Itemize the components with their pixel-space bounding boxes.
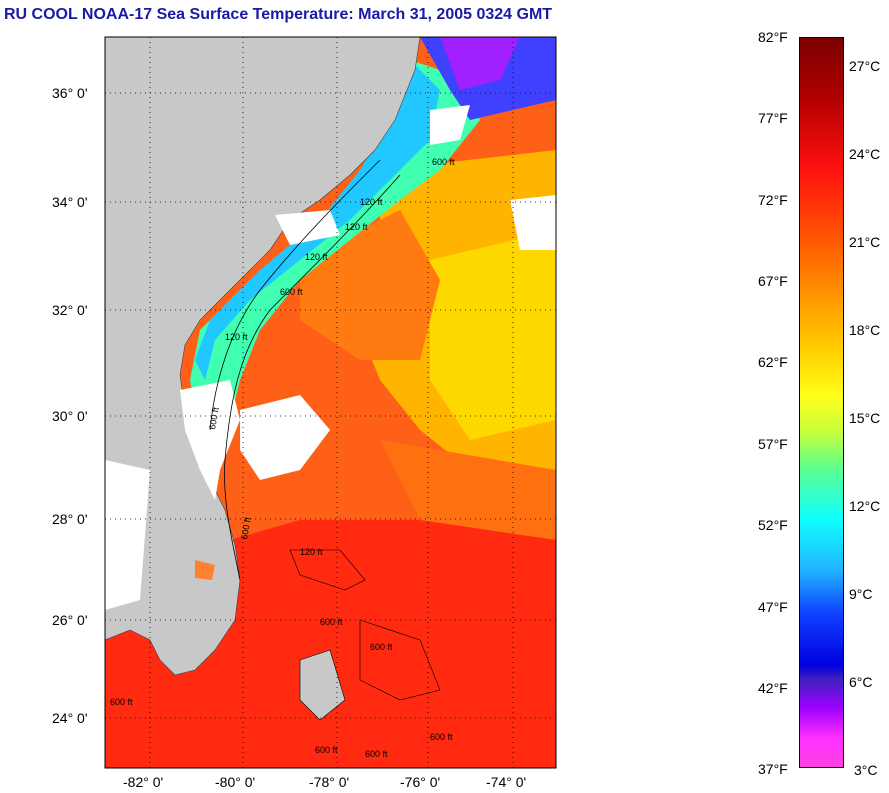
contour-label: 120 ft — [300, 547, 323, 557]
colorbar-f-label: 67°F — [758, 273, 788, 289]
lat-label: 30° 0' — [52, 408, 88, 424]
cloud-north-florida — [180, 380, 240, 500]
contour-label: 120 ft — [360, 197, 383, 207]
lon-label: -74° 0' — [486, 774, 527, 790]
contour-label: 600 ft — [207, 406, 221, 430]
contour-label: 600 ft — [430, 732, 453, 742]
contour-label: 600 ft — [370, 642, 393, 652]
contour-600ft — [224, 174, 401, 581]
cloud-central — [240, 395, 330, 480]
lat-label: 24° 0' — [52, 710, 88, 726]
colorbar-c-label: 12°C — [849, 498, 881, 514]
lon-label: -80° 0' — [215, 774, 256, 790]
graticule — [105, 37, 556, 768]
colorbar-f-label: 52°F — [758, 517, 788, 533]
colorbar-c-label: 24°C — [849, 146, 881, 162]
colorbar-c-label: 21°C — [849, 234, 881, 250]
contour-label: 600 ft — [280, 287, 303, 297]
map-frame — [104, 36, 557, 769]
colorbar-f-label: 77°F — [758, 110, 788, 126]
cloud-offshore — [510, 195, 556, 250]
little-bahama-bank — [289, 549, 366, 591]
colorbar-f-label: 37°F — [758, 761, 788, 777]
mid-orange-water — [380, 440, 556, 540]
colorbar-f-label: 62°F — [758, 354, 788, 370]
contour-label: 600 ft — [365, 749, 388, 759]
lat-label: 36° 0' — [52, 85, 88, 101]
colorbar-f-label: 57°F — [758, 436, 788, 452]
colorbar-f-label: 47°F — [758, 599, 788, 615]
colorbar-c-label: 27°C — [849, 58, 881, 74]
contour-120ft — [209, 159, 381, 431]
cloud-hatteras — [430, 105, 470, 145]
lat-label: 28° 0' — [52, 511, 88, 527]
colorbar-c-label: 9°C — [849, 586, 873, 602]
lon-label: -76° 0' — [400, 774, 441, 790]
lake-okeechobee — [195, 560, 215, 580]
great-bahama-bank — [359, 619, 441, 701]
contour-label: 600 ft — [320, 617, 343, 627]
colorbar-f-label: 82°F — [758, 29, 788, 45]
cloud-carolinas — [275, 210, 340, 245]
colorbar-c-label: 18°C — [849, 322, 881, 338]
coldest-water-north — [440, 37, 520, 90]
lon-label: -82° 0' — [123, 774, 164, 790]
contour-label: 600 ft — [239, 516, 253, 540]
contour-label: 600 ft — [432, 157, 455, 167]
colorbar-f-label: 42°F — [758, 680, 788, 696]
lon-label: -78° 0' — [309, 774, 350, 790]
contour-label: 120 ft — [345, 222, 368, 232]
colorbar-c-label: 3°C — [854, 762, 878, 778]
contour-label: 120 ft — [305, 252, 328, 262]
contour-label: 600 ft — [110, 697, 133, 707]
temperature-colorbar — [799, 37, 844, 768]
lat-label: 32° 0' — [52, 302, 88, 318]
contour-label-group: 600 ft 120 ft 600 ft 120 ft 600 ft 120 f… — [110, 157, 455, 759]
contour-label: 120 ft — [225, 332, 248, 342]
cloud-gulf — [105, 460, 150, 610]
map-title: RU COOL NOAA-17 Sea Surface Temperature:… — [4, 6, 553, 23]
colorbar-c-label: 6°C — [849, 674, 873, 690]
lat-label: 34° 0' — [52, 194, 88, 210]
offshore-yellow-water — [430, 230, 556, 440]
colorbar-c-label: 15°C — [849, 410, 881, 426]
map-area: 600 ft 120 ft 600 ft 120 ft 600 ft 120 f… — [105, 37, 556, 768]
colorbar-f-label: 72°F — [758, 192, 788, 208]
contour-label: 600 ft — [315, 745, 338, 755]
lat-label: 26° 0' — [52, 612, 88, 628]
andros-island — [299, 649, 346, 721]
